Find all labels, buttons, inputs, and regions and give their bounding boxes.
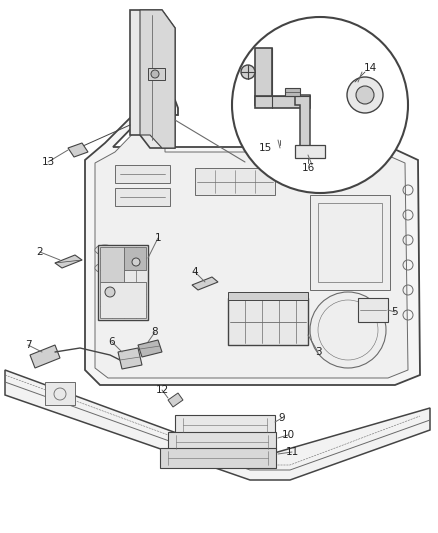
Polygon shape	[5, 370, 430, 480]
Polygon shape	[255, 96, 310, 108]
Text: 15: 15	[258, 143, 272, 153]
Text: 5: 5	[392, 307, 398, 317]
Circle shape	[132, 258, 140, 266]
Polygon shape	[140, 10, 175, 148]
Polygon shape	[168, 393, 183, 407]
Text: 3: 3	[314, 347, 321, 357]
Circle shape	[347, 77, 383, 113]
Text: 8: 8	[152, 327, 158, 337]
Polygon shape	[138, 340, 162, 357]
Polygon shape	[255, 48, 272, 105]
Polygon shape	[115, 188, 170, 206]
Text: 1: 1	[155, 233, 161, 243]
Circle shape	[232, 17, 408, 193]
Polygon shape	[168, 432, 276, 452]
Text: 13: 13	[41, 157, 55, 167]
Polygon shape	[100, 282, 146, 318]
Polygon shape	[30, 345, 60, 368]
Polygon shape	[295, 95, 310, 155]
Polygon shape	[124, 247, 146, 270]
Circle shape	[151, 70, 159, 78]
Polygon shape	[115, 165, 170, 183]
Polygon shape	[310, 195, 390, 290]
Text: 14: 14	[364, 63, 377, 73]
Polygon shape	[358, 298, 388, 322]
Polygon shape	[195, 168, 275, 195]
Text: 2: 2	[37, 247, 43, 257]
Polygon shape	[95, 118, 408, 378]
Polygon shape	[148, 68, 165, 80]
Polygon shape	[118, 348, 142, 369]
Circle shape	[241, 65, 255, 79]
Polygon shape	[68, 143, 88, 157]
Polygon shape	[175, 415, 275, 435]
Circle shape	[356, 86, 374, 104]
Polygon shape	[160, 448, 276, 468]
Text: 11: 11	[286, 447, 299, 457]
Polygon shape	[130, 10, 175, 148]
Text: 6: 6	[109, 337, 115, 347]
Ellipse shape	[95, 245, 115, 255]
Polygon shape	[285, 88, 300, 96]
Polygon shape	[85, 100, 420, 385]
Polygon shape	[55, 255, 82, 268]
Text: 9: 9	[279, 413, 285, 423]
Text: 10: 10	[282, 430, 295, 440]
Polygon shape	[45, 382, 75, 405]
Polygon shape	[228, 292, 308, 300]
Text: 12: 12	[155, 385, 169, 395]
Text: 7: 7	[25, 340, 31, 350]
Polygon shape	[228, 298, 308, 345]
Polygon shape	[295, 145, 325, 158]
Ellipse shape	[95, 263, 115, 273]
Text: 16: 16	[301, 163, 314, 173]
Text: 4: 4	[192, 267, 198, 277]
Circle shape	[310, 292, 386, 368]
Circle shape	[105, 287, 115, 297]
Polygon shape	[98, 245, 148, 320]
Polygon shape	[100, 247, 124, 282]
Polygon shape	[192, 277, 218, 290]
